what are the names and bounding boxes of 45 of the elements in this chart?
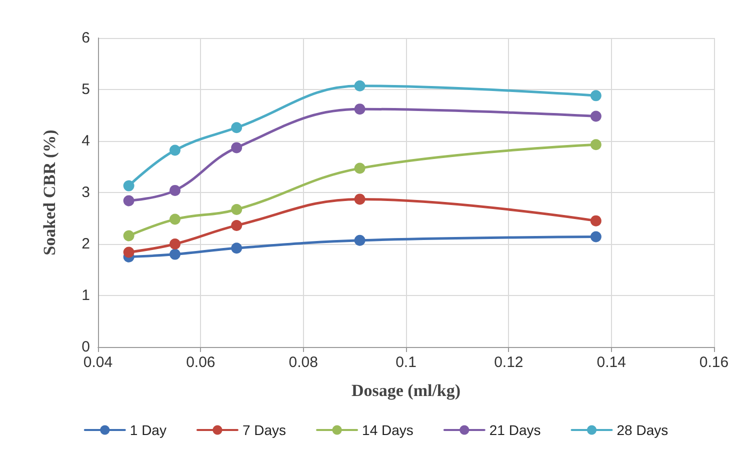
y-tick-label: 6 [82,30,90,46]
point [170,144,180,156]
legend-label: 1 Day [130,422,166,438]
point [231,242,242,254]
point [170,214,180,225]
y-tick-label: 0 [82,338,90,356]
point [231,122,242,134]
x-tick-label: 0.08 [288,354,318,371]
legend-label: 28 Days [616,422,668,438]
legend-label: 7 Days [242,422,286,438]
point [123,180,134,192]
point [354,104,366,115]
y-tick-label: 4 [82,132,90,150]
point [354,194,366,205]
point [590,110,602,122]
point [170,248,180,260]
point [123,195,134,206]
point [123,246,134,258]
x-tick-label: 0.16 [699,354,729,371]
point [590,139,602,150]
point [231,142,242,154]
y-axis-title: Soaked CBR (%) [40,130,59,256]
y-tick-label: 1 [82,287,90,304]
point [354,234,366,246]
x-tick-label: 0.1 [396,354,416,371]
point [123,230,134,242]
point [170,238,180,250]
point [590,90,602,102]
point [231,220,242,231]
point [231,204,242,215]
x-tick-label: 0.06 [186,354,216,371]
point [590,231,602,242]
point [354,162,366,174]
legend-label: 14 Days [362,422,414,438]
point [590,215,602,226]
x-axis-title: Dosage (ml/kg) [351,381,461,400]
y-tick-label: 3 [82,184,90,201]
y-tick-label: 5 [82,81,90,98]
legend-label: 21 Days [489,422,541,438]
point [170,184,180,196]
x-tick-label: 0.14 [596,354,626,371]
x-tick-label: 0.12 [494,354,524,371]
x-tick-label: 0.04 [83,354,113,371]
y-tick-label: 2 [82,236,90,252]
point [354,80,366,92]
